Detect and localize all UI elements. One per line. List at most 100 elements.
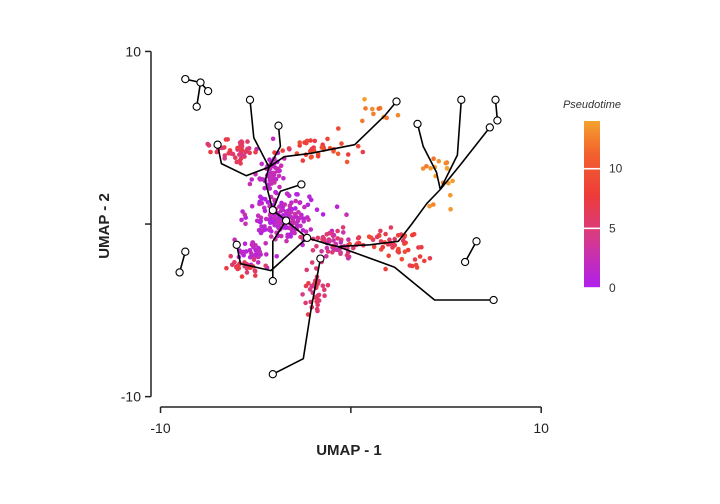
data-point [268,216,273,221]
data-point [257,176,262,181]
data-point [303,300,308,306]
data-point [274,253,280,259]
data-point [303,229,309,234]
trajectory-leaf-node [196,78,205,87]
data-point [384,115,390,121]
data-point [340,225,346,230]
data-point [240,250,245,256]
legend-colorbar [584,121,600,288]
data-point [450,178,455,184]
data-point [355,236,361,241]
data-point [264,252,269,257]
data-point [417,254,423,259]
data-point [247,254,253,260]
legend-title: Pseudotime [563,99,621,111]
pseudotime-legend: Pseudotime 0 5 10 [563,99,623,295]
data-point [355,143,361,149]
data-point [310,248,316,253]
data-point [304,267,310,273]
data-point [412,257,418,262]
data-point [431,202,436,207]
data-point [448,192,453,198]
data-point [246,146,252,151]
trajectory-leaf-node [302,233,312,243]
data-point [262,208,268,214]
data-point [239,147,245,153]
data-point [360,118,365,124]
data-point [331,238,336,243]
data-point [371,111,376,117]
y-axis-title: UMAP - 2 [96,193,113,259]
data-point [325,249,331,254]
trajectory-leaf-node [485,123,494,132]
trajectory-segment [439,99,463,190]
trajectory-segment [416,123,442,190]
trajectory-leaf-node [181,247,190,256]
data-point [251,257,257,263]
trajectory-leaf-node [281,216,291,225]
axes: -10 10 -10 10 [121,43,549,436]
data-point [281,176,286,181]
data-point [284,225,289,230]
data-point [319,249,324,254]
data-point [297,215,303,221]
data-point [383,266,388,272]
legend-tick-label: 0 [609,281,616,295]
y-tick-label: -10 [121,389,141,405]
data-point [345,152,351,157]
data-point [279,233,284,239]
data-point [249,177,254,182]
trajectory-segment [272,183,302,211]
data-point [272,180,277,185]
trajectory-segment [337,245,494,301]
data-point [258,218,264,224]
data-point [267,157,272,162]
trajectory-leaf-node [316,254,325,263]
trajectory-segment [439,126,491,191]
data-point [257,199,263,204]
data-point [301,219,307,224]
data-point [258,230,264,236]
data-point [276,220,282,226]
data-point [410,232,415,238]
data-point [400,238,406,244]
data-point [336,126,341,131]
data-point [334,204,340,209]
x-tick-label: 10 [533,420,549,436]
data-point [315,154,321,159]
data-point [222,153,228,158]
data-point [362,97,367,102]
data-point [277,184,282,190]
data-point [239,139,244,144]
data-point [268,220,273,225]
data-point [270,136,276,142]
data-point [419,244,424,250]
data-point [413,262,419,268]
data-point [326,237,332,242]
data-point [378,228,383,234]
data-point [242,212,248,217]
data-point [316,278,322,284]
data-point [309,146,315,152]
data-point [315,235,321,241]
data-point [293,198,299,204]
data-point [338,250,343,255]
data-point [302,204,307,210]
trajectory-leaf-node [175,268,184,277]
trajectory-segment [268,100,398,168]
data-point [263,196,268,202]
data-point [308,138,313,143]
data-point [341,230,346,235]
data-point [253,273,258,278]
data-point [225,137,230,142]
data-point [258,194,263,199]
data-point [312,138,318,144]
data-point [244,270,250,275]
data-point [299,235,305,240]
data-point [239,152,244,158]
trajectory-leaf-node [489,295,498,305]
data-point [247,181,253,187]
x-tick-label: -10 [150,420,170,436]
data-point [380,244,386,250]
data-point [232,260,237,265]
